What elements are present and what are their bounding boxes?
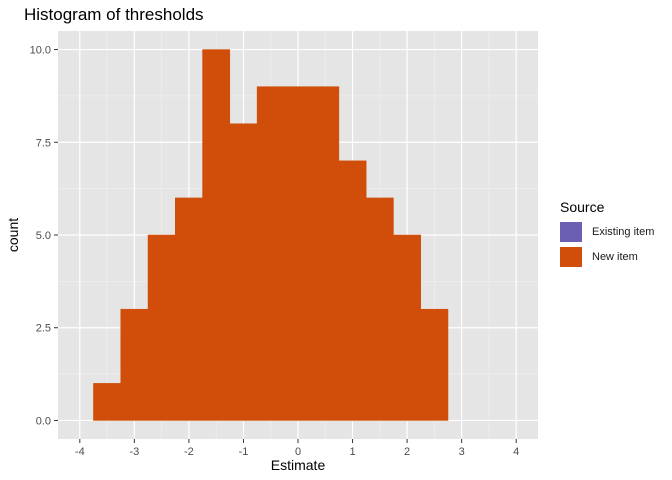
- y-tick-label: 0.0: [36, 415, 51, 427]
- histogram-bar: [202, 49, 231, 421]
- x-tick-label: 4: [513, 446, 519, 458]
- x-tick-label: -3: [129, 446, 139, 458]
- y-axis-title: count: [5, 218, 21, 252]
- histogram-bar: [120, 308, 149, 421]
- histogram-bar: [229, 123, 258, 421]
- legend-title: Source: [560, 199, 605, 215]
- histogram-bar: [175, 197, 203, 421]
- x-tick-label: -2: [184, 446, 194, 458]
- legend: Source Existing item New item: [560, 199, 654, 270]
- chart-title: Histogram of thresholds: [24, 5, 204, 24]
- y-tick-label: 7.5: [36, 137, 51, 149]
- legend-label-existing: Existing item: [592, 225, 655, 238]
- x-axis-title: Estimate: [271, 457, 326, 473]
- x-tick-label: 2: [404, 446, 410, 458]
- x-tick-label: 1: [349, 446, 355, 458]
- y-tick-label: 5.0: [36, 230, 51, 242]
- y-tick-label: 10.0: [30, 45, 51, 57]
- histogram-bar: [365, 197, 394, 421]
- legend-item-new: New item: [560, 245, 654, 268]
- histogram-bar: [420, 308, 449, 421]
- histogram-bar: [311, 86, 340, 421]
- y-tick-label: 2.5: [36, 323, 51, 335]
- legend-item-existing: Existing item: [560, 220, 654, 243]
- histogram-bar: [256, 86, 285, 421]
- histogram-bar: [284, 86, 312, 421]
- x-tick-label: -4: [75, 446, 85, 458]
- histogram-bar: [147, 234, 176, 421]
- histogram-bar: [93, 383, 121, 421]
- x-tick-label: 0: [295, 446, 301, 458]
- histogram-bar: [338, 160, 367, 421]
- legend-label-new: New item: [592, 250, 638, 263]
- legend-key-existing: [560, 221, 582, 242]
- legend-key-new: [560, 246, 582, 267]
- x-tick-label: 3: [459, 446, 465, 458]
- histogram-bar: [393, 234, 421, 421]
- x-tick-label: -1: [239, 446, 249, 458]
